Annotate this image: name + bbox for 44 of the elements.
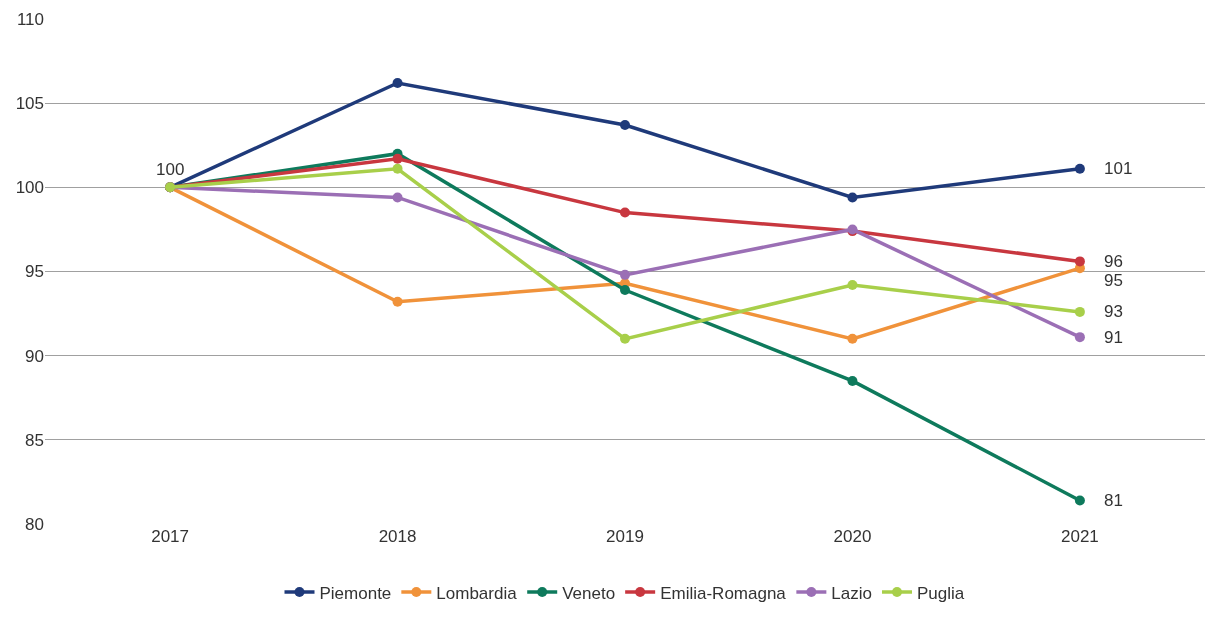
y-tick-label: 80 <box>25 514 44 534</box>
data-label: 81 <box>1104 491 1123 510</box>
data-label: 95 <box>1104 271 1123 290</box>
x-tick-label: 2017 <box>151 527 190 546</box>
point <box>1074 306 1085 317</box>
point <box>392 163 403 174</box>
point <box>620 207 630 218</box>
point <box>847 279 858 290</box>
point <box>1074 332 1085 343</box>
legend-label: Lazio <box>831 583 872 603</box>
point <box>620 333 630 344</box>
point <box>392 77 403 88</box>
y-tick-label: 95 <box>25 262 44 282</box>
legend-label: Veneto <box>562 583 616 603</box>
data-label: 96 <box>1104 252 1123 271</box>
point <box>847 333 858 344</box>
y-tick-label: 90 <box>25 346 44 366</box>
y-tick-label: 85 <box>25 430 44 450</box>
legend-label: Piemonte <box>319 583 392 603</box>
y-tick-label: 100 <box>15 178 44 198</box>
point <box>392 192 403 203</box>
data-label: 91 <box>1104 328 1123 347</box>
data-label: 93 <box>1104 302 1123 321</box>
legend-label: Puglia <box>917 583 965 603</box>
x-tick-label: 2021 <box>1060 527 1099 546</box>
point <box>847 192 858 203</box>
point <box>620 285 630 296</box>
point <box>1074 163 1085 174</box>
point <box>392 153 403 164</box>
x-tick-label: 2020 <box>833 527 872 546</box>
point <box>1074 256 1085 267</box>
legend-label: Emilia-Romagna <box>660 583 787 603</box>
point <box>1074 495 1085 506</box>
y-tick-label: 110 <box>16 9 44 29</box>
point <box>620 120 630 131</box>
legend-label: Lombardia <box>436 583 518 603</box>
x-tick-label: 2019 <box>606 527 644 546</box>
y-tick-label: 105 <box>15 94 44 114</box>
data-label: 101 <box>1104 159 1133 178</box>
point <box>847 375 858 386</box>
point <box>620 269 630 280</box>
data-label: 100 <box>156 160 185 179</box>
point <box>392 296 403 307</box>
x-tick-label: 2018 <box>378 527 417 546</box>
